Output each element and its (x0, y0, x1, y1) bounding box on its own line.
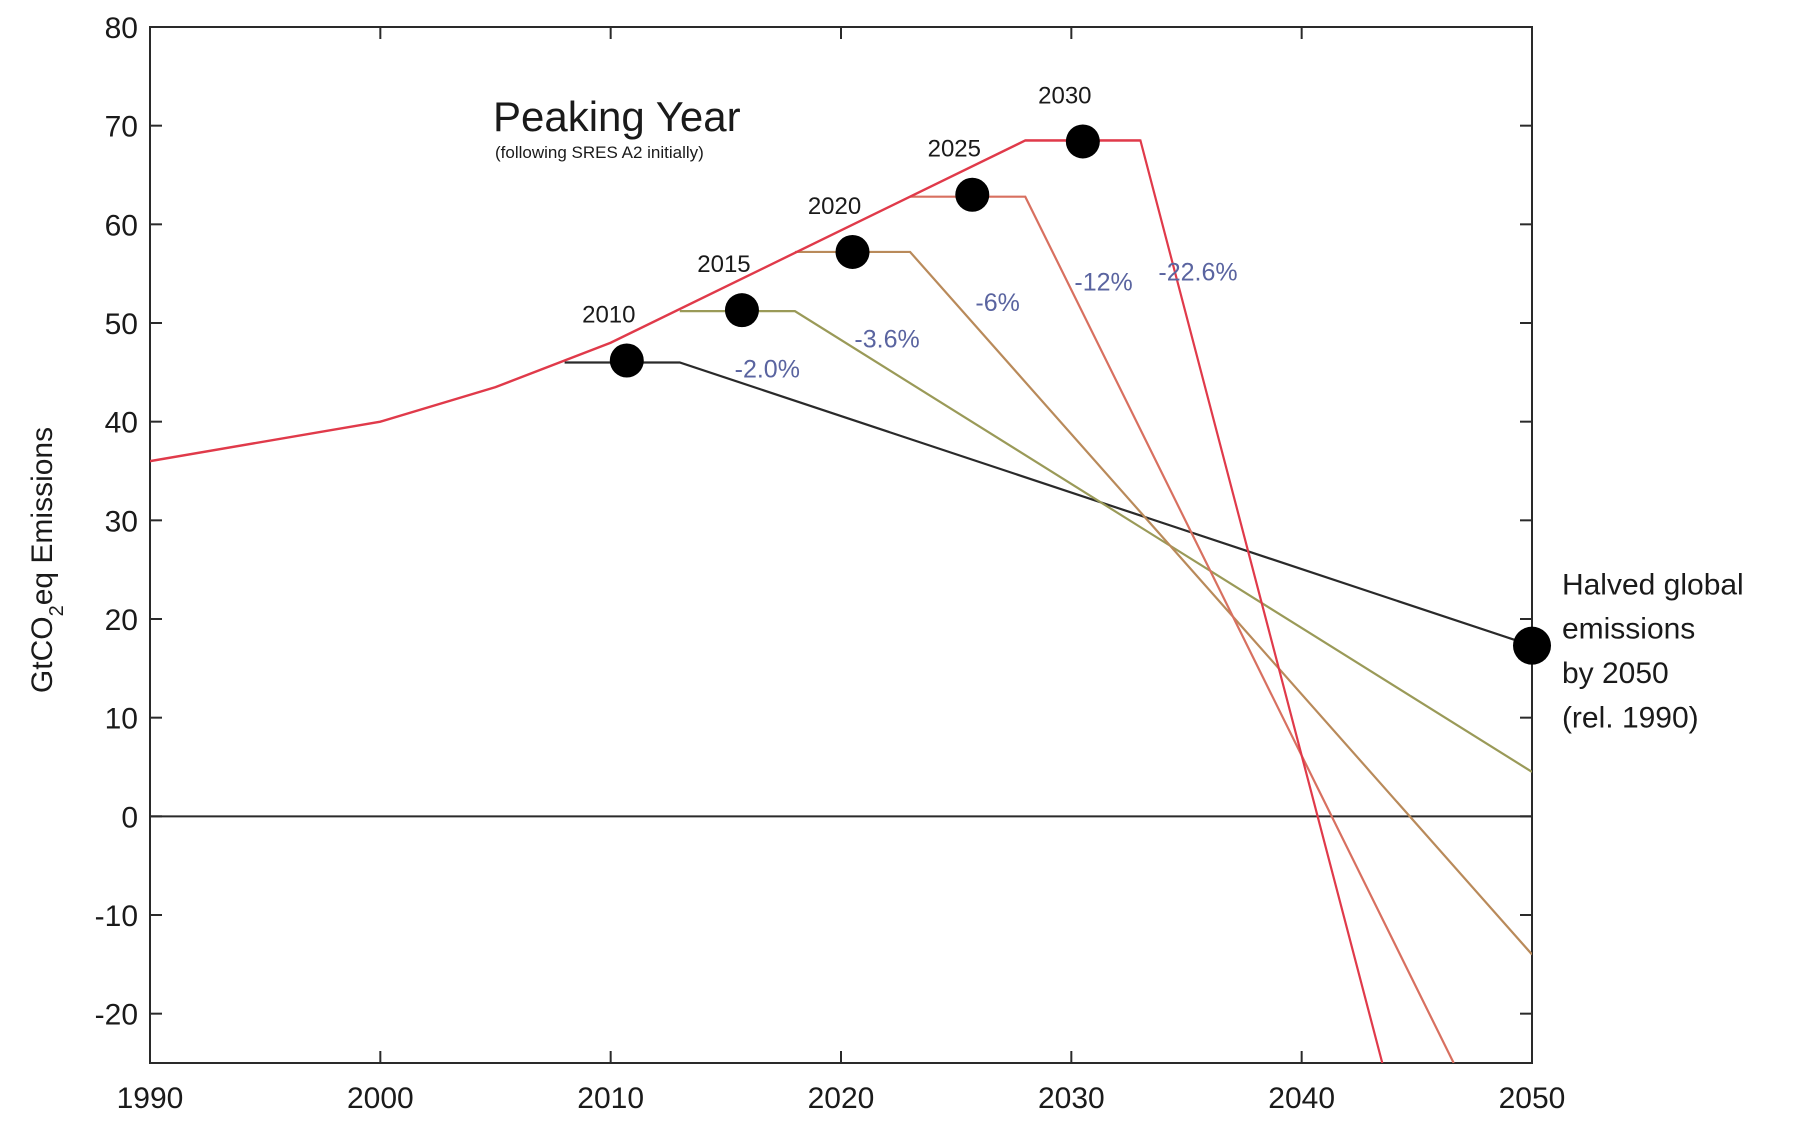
y-tick-label: 70 (105, 111, 138, 144)
peak-marker-2030 (1065, 124, 1100, 159)
plot-frame (149, 26, 1533, 1064)
halved-annotation-line: Halved global (1562, 568, 1744, 601)
rate-label: -22.6% (1158, 259, 1237, 287)
x-tick-label: 2020 (808, 1082, 875, 1115)
rate-label: -12% (1074, 268, 1132, 296)
plot-frame-group (149, 26, 1533, 1064)
peak-label-2020: 2020 (808, 193, 861, 220)
halved-annotation-line: emissions (1562, 613, 1695, 646)
x-tick-label: 2030 (1038, 1082, 1105, 1115)
series-line-2020 (794, 250, 1532, 956)
y-tick-label: 40 (105, 407, 138, 440)
chart-subtitle: (following SRES A2 initially) (495, 143, 704, 162)
peak-marker-2015 (724, 293, 759, 328)
chart-labels: -2.0% -3.6% -6% -12% -22.6% Halved global emis… (735, 259, 1744, 735)
peak-label-2025: 2025 (928, 136, 981, 163)
x-tick-label: 2000 (347, 1082, 414, 1115)
axis-ticks: 1990 2000 2010 2020 2030 2040 2050807060504030… (95, 12, 1566, 1115)
peak-marker-2010 (609, 343, 644, 378)
y-tick-label: 50 (105, 308, 138, 341)
rate-label: -6% (975, 289, 1019, 317)
baseline-line (150, 139, 1141, 463)
y-tick-label: 10 (105, 703, 138, 736)
series-lines (150, 139, 1532, 1063)
x-tick-label: 2010 (577, 1082, 644, 1115)
chart-title: Peaking Year (493, 93, 741, 140)
x-tick-label: 2040 (1268, 1082, 1335, 1115)
y-axis-label-main: GtCO (26, 616, 59, 693)
y-axis-label-rest: eq Emissions (26, 427, 59, 605)
peak-markers: 2010 2015 2020 2025 2030 (582, 82, 1551, 665)
halved-annotation-line: (rel. 1990) (1562, 702, 1699, 735)
peak-label-2015: 2015 (697, 251, 750, 278)
halved-annotation-line: by 2050 (1562, 657, 1669, 690)
y-axis-label-subscript: 2 (46, 605, 68, 616)
rate-label: -2.0% (735, 355, 800, 383)
y-tick-label: 60 (105, 209, 138, 242)
series-line-2025 (910, 195, 1455, 1063)
x-tick-label: 2050 (1499, 1082, 1566, 1115)
rate-label: -3.6% (854, 326, 919, 354)
peak-marker-2025 (955, 177, 990, 212)
y-tick-label: -10 (95, 900, 138, 933)
y-tick-label: 80 (105, 12, 138, 45)
y-tick-label: 0 (121, 801, 138, 834)
y-tick-label: 30 (105, 505, 138, 538)
y-tick-label: 20 (105, 604, 138, 637)
halved-marker (1513, 626, 1551, 665)
peak-marker-2020 (835, 234, 870, 269)
y-tick-label: -20 (95, 999, 138, 1032)
x-tick-label: 1990 (117, 1082, 184, 1115)
series-line-2015 (679, 310, 1532, 773)
peak-label-2030: 2030 (1038, 82, 1091, 109)
y-axis-label: GtCO2eq Emissions (26, 427, 68, 693)
series-line-2010 (564, 361, 1532, 647)
peak-label-2010: 2010 (582, 301, 635, 328)
